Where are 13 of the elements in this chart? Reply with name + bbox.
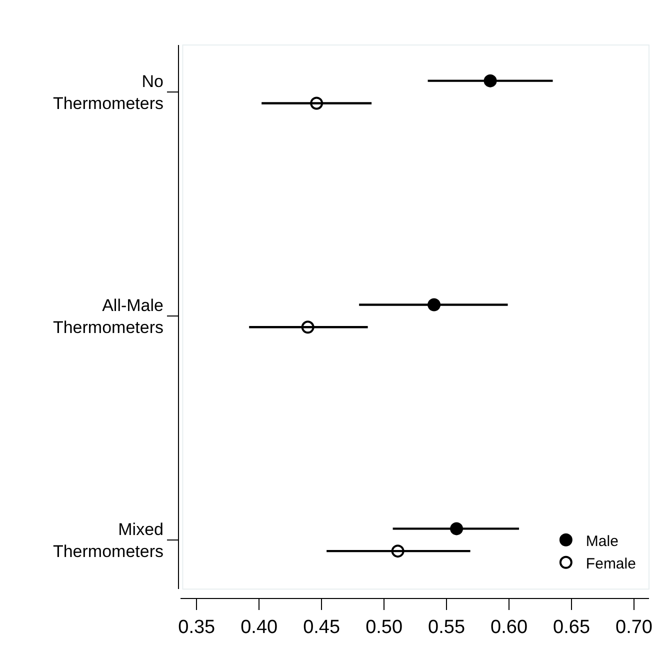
- y-tick-label: No Thermometers: [52, 72, 164, 114]
- x-tick-label: 0.65: [553, 616, 590, 638]
- x-tick-label: 0.50: [366, 616, 403, 638]
- legend-label: Female: [586, 555, 636, 572]
- legend-label: Male: [586, 532, 618, 550]
- x-tick-label: 0.35: [178, 616, 216, 638]
- x-tick-label: 0.70: [616, 616, 652, 638]
- x-tick-label: 0.45: [303, 616, 340, 638]
- x-tick-label: 0.60: [490, 616, 528, 638]
- y-tick-label: All-Male Thermometers: [52, 296, 164, 337]
- x-tick-label: 0.55: [428, 616, 466, 638]
- y-tick-label: Mixed Thermometers: [52, 520, 164, 561]
- x-tick-label: 0.40: [240, 616, 278, 638]
